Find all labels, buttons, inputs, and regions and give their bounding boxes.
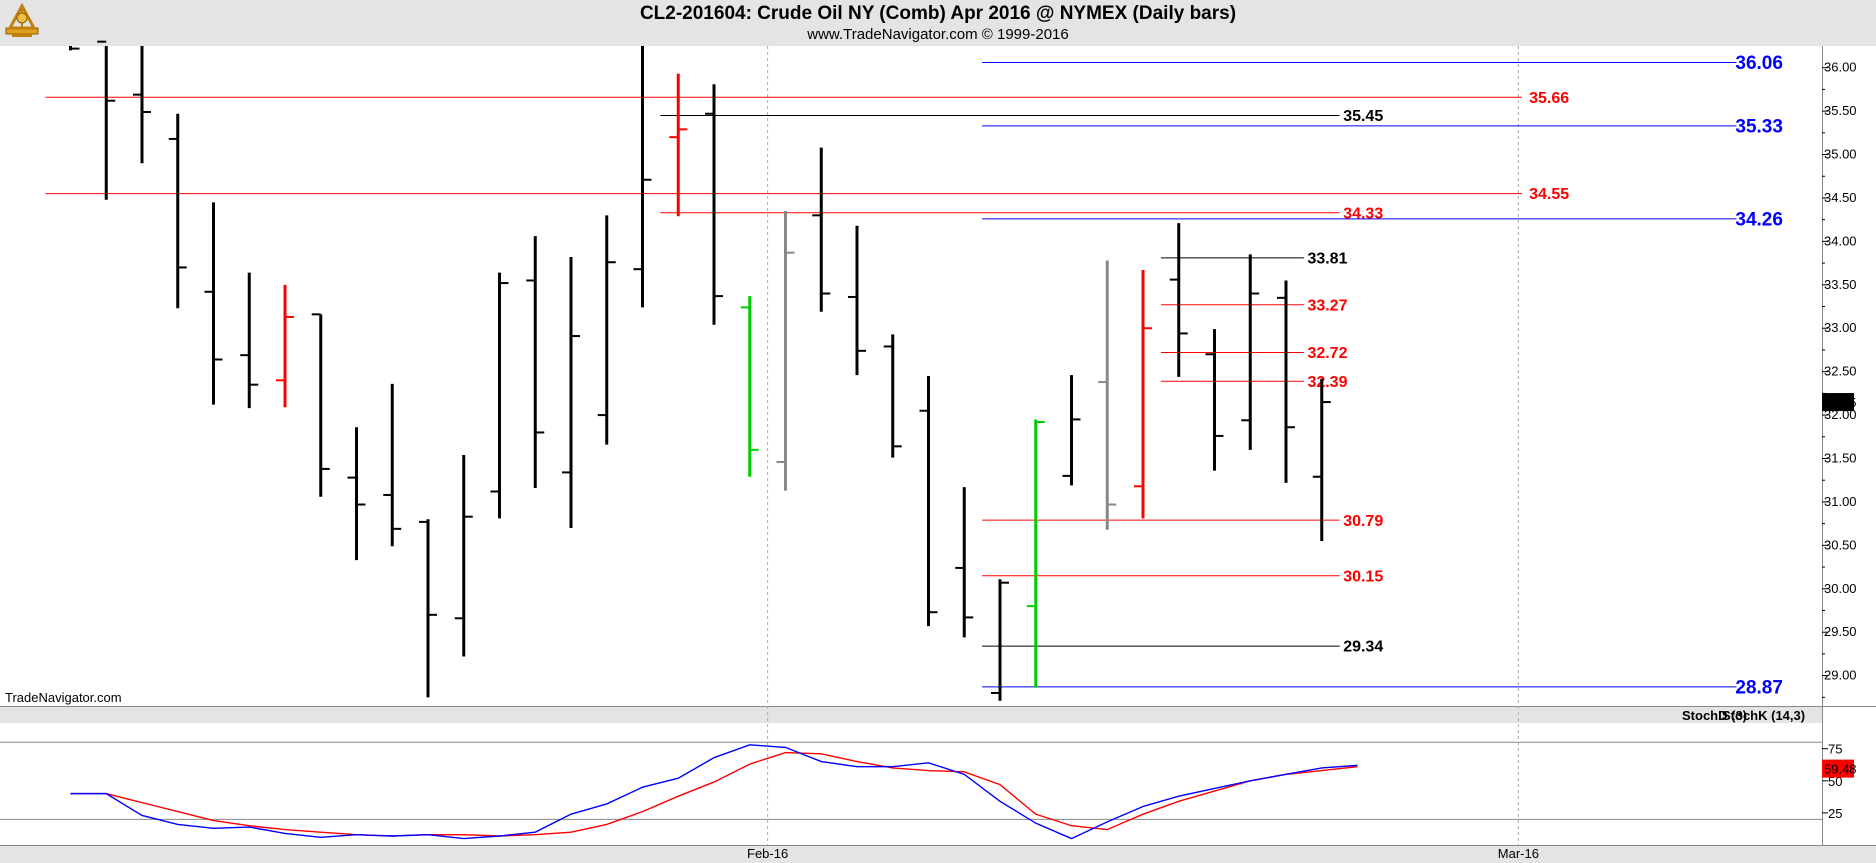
- y-tick-label: 34.50: [1824, 190, 1857, 205]
- y-tick-label: 29.00: [1824, 668, 1857, 683]
- level-label: 34.26: [1735, 209, 1783, 230]
- level-label: 32.39: [1307, 374, 1347, 391]
- level-label: 33.81: [1307, 250, 1347, 267]
- stoch-value-badge: [1822, 759, 1854, 778]
- y-tick-label: 32.50: [1824, 364, 1857, 379]
- legend-stochd: StochD (3): [1682, 708, 1747, 723]
- level-label: 35.33: [1735, 117, 1783, 138]
- y-tick-label: 34.00: [1824, 233, 1857, 248]
- stoch-line: [70, 751, 1358, 837]
- watermark-text: TradeNavigator.com: [5, 690, 122, 705]
- level-label: 35.45: [1343, 108, 1383, 125]
- y-tick-label: 30.00: [1824, 581, 1857, 596]
- y-tick-label: 33.00: [1824, 320, 1857, 335]
- x-tick-label: Mar-16: [1498, 846, 1539, 861]
- level-label: 29.34: [1343, 639, 1383, 656]
- level-label: 36.06: [1735, 53, 1783, 74]
- level-label: 30.15: [1343, 568, 1383, 585]
- y-tick-label: 30.50: [1824, 537, 1857, 552]
- stoch-y-tick-label: 25: [1828, 806, 1842, 821]
- price-panel: [0, 46, 1822, 706]
- level-label: 34.55: [1529, 186, 1569, 203]
- price-axis-panel: [1822, 46, 1876, 845]
- y-tick-label: 31.00: [1824, 494, 1857, 509]
- chart-title: CL2-201604: Crude Oil NY (Comb) Apr 2016…: [639, 3, 1237, 24]
- last-price-badge: [1822, 393, 1854, 412]
- y-tick-label: 36.00: [1824, 60, 1857, 75]
- stoch-panel: [0, 723, 1822, 845]
- x-tick-label: Feb-16: [747, 846, 788, 861]
- y-tick-label: 31.50: [1824, 451, 1857, 466]
- stoch-value-label: 59.48: [1824, 762, 1857, 777]
- stoch-line: [70, 744, 1358, 840]
- y-tick-label: 33.50: [1824, 277, 1857, 292]
- y-tick-label: 35.50: [1824, 103, 1857, 118]
- tradenavigator-logo-icon: [5, 2, 39, 37]
- level-label: 28.87: [1735, 678, 1783, 699]
- level-label: 35.66: [1529, 90, 1569, 107]
- chart-subtitle: www.TradeNavigator.com © 1999-2016: [807, 26, 1069, 43]
- y-tick-label: 29.50: [1824, 624, 1857, 639]
- last-price-label: 32.15: [1824, 395, 1857, 410]
- level-label: 33.27: [1307, 297, 1347, 314]
- y-tick-label: 35.00: [1824, 147, 1857, 162]
- level-label: 32.72: [1307, 345, 1347, 362]
- level-label: 30.79: [1343, 513, 1383, 530]
- stoch-y-tick-label: 75: [1828, 742, 1842, 757]
- legend-stochk: StochK (14,3): [1722, 708, 1805, 723]
- level-label: 34.33: [1343, 205, 1383, 222]
